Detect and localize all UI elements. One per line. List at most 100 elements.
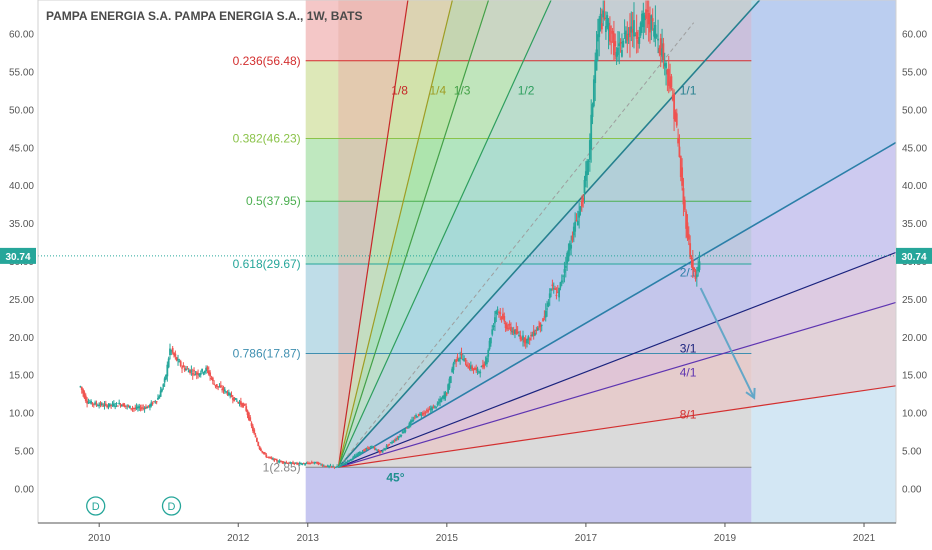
x-tick-label: 2019 <box>714 533 737 544</box>
gann-fan-line <box>337 0 490 468</box>
candle-body <box>610 41 613 43</box>
candle-body <box>396 438 399 440</box>
candle-body <box>306 462 309 464</box>
candle-body <box>170 350 173 352</box>
x-tick-label: 2015 <box>436 533 459 544</box>
candle-body <box>433 405 436 407</box>
candle-body <box>677 137 680 144</box>
candle-body <box>300 462 302 464</box>
candle-body <box>122 403 125 407</box>
candle-body <box>552 288 555 290</box>
candle-body <box>304 464 306 466</box>
candle-body <box>638 37 641 44</box>
candle-body <box>274 458 277 460</box>
candle-body <box>151 402 154 405</box>
candle-body <box>663 63 666 67</box>
y-tick-label-left: 15.00 <box>9 371 34 382</box>
candle-body <box>314 461 317 463</box>
candle-body <box>484 361 487 364</box>
candle-body <box>227 392 230 396</box>
candle-body <box>289 462 292 464</box>
candle-body <box>80 386 83 390</box>
candle-body <box>312 462 314 464</box>
candle-body <box>460 353 463 356</box>
dividend-marker <box>161 496 182 516</box>
candle-body <box>392 441 395 443</box>
candle-body <box>380 451 383 453</box>
candle-body <box>258 446 261 450</box>
candle-body <box>108 403 111 407</box>
candle-body <box>408 423 411 427</box>
candle-body <box>413 417 416 419</box>
y-tick-label-left: 20.00 <box>9 333 34 344</box>
candle-body <box>690 257 693 259</box>
candle-body <box>625 30 627 44</box>
candle-body <box>191 373 194 375</box>
candle-body <box>399 436 401 438</box>
candle-body <box>633 20 635 37</box>
candle-body <box>186 368 189 370</box>
candle-body <box>90 400 93 404</box>
candle-body <box>229 393 232 396</box>
candle-body <box>571 235 574 241</box>
candle-body <box>452 363 455 371</box>
candle-body <box>183 368 186 371</box>
candle-body <box>193 370 195 372</box>
last-price-badge-right-text: 30.74 <box>901 252 926 263</box>
candle-body <box>588 140 591 160</box>
candle-body <box>598 18 601 38</box>
candle-body <box>604 26 607 33</box>
candle-body <box>594 59 597 84</box>
candle-body <box>292 462 294 465</box>
y-tick-label-left: 55.00 <box>9 68 34 79</box>
candle-body <box>471 366 474 370</box>
y-tick-label-left: 50.00 <box>9 105 34 116</box>
candle-body <box>499 312 502 314</box>
candle-body <box>432 407 435 409</box>
y-tick-label-left: 5.00 <box>15 446 35 457</box>
candle-body <box>473 367 476 371</box>
y-tick-label-left: 25.00 <box>9 295 34 306</box>
candle-body <box>479 371 482 374</box>
candle-body <box>242 404 245 406</box>
candle-body <box>689 243 692 258</box>
candle-body <box>202 372 205 374</box>
candle-body <box>94 402 97 405</box>
candle-body <box>268 456 270 458</box>
candle-body <box>98 404 101 407</box>
candle-body <box>681 167 684 186</box>
candle-body <box>435 406 437 408</box>
candle-body <box>285 462 288 464</box>
candle-body <box>205 367 208 372</box>
candle-body <box>342 464 345 466</box>
candle-body <box>614 41 617 47</box>
candle-body <box>657 38 659 41</box>
candle-body <box>459 357 462 360</box>
candle-body <box>253 429 256 434</box>
candle-body <box>260 448 262 451</box>
candle-body <box>439 398 441 403</box>
y-tick-label-left: 60.00 <box>9 30 34 41</box>
candle-body <box>524 338 527 344</box>
candle-body <box>230 394 233 398</box>
gann-fan-line <box>337 0 453 468</box>
fib-level-label: 0.382(46.23) <box>233 131 301 145</box>
candle-body <box>464 358 467 361</box>
candle-body <box>290 462 293 464</box>
candle-body <box>423 412 425 414</box>
candle-body <box>247 412 250 420</box>
candle-body <box>350 459 353 461</box>
candle-body <box>600 23 603 30</box>
candle-body <box>310 462 313 464</box>
candle-body <box>146 406 149 409</box>
candle-body <box>595 49 598 71</box>
fib-level-label: 0.236(56.48) <box>233 54 301 68</box>
candle-body <box>341 464 344 466</box>
candle-body <box>153 401 155 403</box>
candle-body <box>615 51 618 57</box>
candle-body <box>379 451 381 453</box>
candle-body <box>157 397 159 400</box>
candle-body <box>480 366 483 368</box>
y-tick-label-left: 45.00 <box>9 143 34 154</box>
